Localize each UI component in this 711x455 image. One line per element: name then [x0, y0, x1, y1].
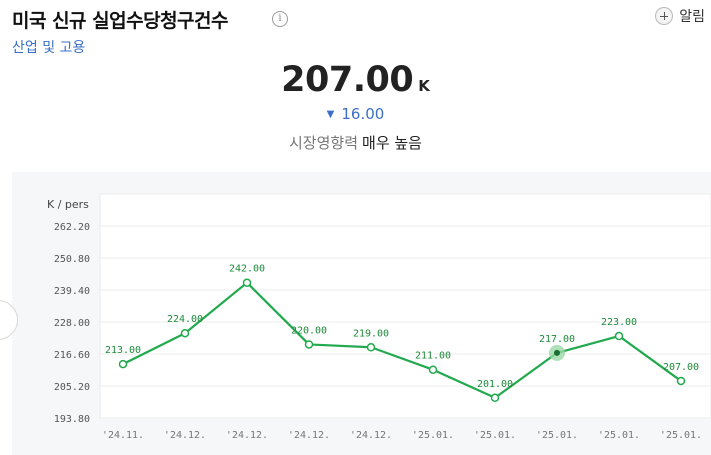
info-icon[interactable]: i	[272, 11, 288, 27]
x-tick-label: '24.11.	[102, 430, 144, 441]
data-point[interactable]	[490, 393, 500, 403]
x-tick-label: '24.12.	[164, 430, 206, 441]
plot-area	[99, 193, 711, 419]
y-tick-label: 193.80	[54, 414, 90, 425]
change-indicator: ▼ 16.00	[0, 105, 711, 123]
y-tick-label: 250.80	[54, 254, 90, 265]
chart-panel: K / pers 262.20 250.80 239.40 228.00 216.60 2…	[12, 172, 711, 455]
x-tick-label: '25.01.	[598, 430, 640, 441]
data-label: 224.00	[167, 314, 203, 325]
alert-button[interactable]: 알림	[655, 6, 705, 26]
data-point[interactable]	[180, 328, 190, 338]
data-label: 207.00	[663, 362, 699, 373]
category-link[interactable]: 산업 및 고용	[12, 40, 86, 56]
data-label: 220.00	[291, 325, 327, 336]
market-impact: 시장영향력 매우 높음	[0, 132, 711, 153]
data-label: 242.00	[229, 264, 265, 275]
line-chart[interactable]: K / pers 262.20 250.80 239.40 228.00 216.60 2…	[12, 172, 711, 455]
data-point[interactable]	[366, 343, 376, 352]
x-tick-label: '24.12.	[226, 430, 268, 441]
data-label: 211.00	[415, 351, 451, 362]
x-tick-label: '25.01.	[474, 430, 516, 441]
data-label: 217.00	[539, 334, 575, 345]
data-point[interactable]	[242, 278, 252, 287]
data-point[interactable]	[614, 331, 624, 341]
main-value: 207.00	[281, 60, 414, 100]
data-label: 213.00	[105, 345, 141, 356]
impact-label: 시장영향력	[289, 134, 359, 152]
data-label: 223.00	[601, 317, 637, 328]
plus-circle-icon	[655, 7, 674, 25]
current-value: 207.00 K	[0, 60, 711, 100]
change-value: 16.00	[341, 105, 385, 123]
x-tick-label: '24.12.	[350, 430, 392, 441]
data-point[interactable]	[118, 359, 128, 369]
data-label: 219.00	[353, 328, 389, 339]
y-tick-label: 262.20	[54, 222, 90, 233]
alert-label: 알림	[679, 9, 705, 25]
x-tick-label: '25.01.	[412, 430, 454, 441]
down-arrow-icon: ▼	[326, 109, 335, 120]
y-tick-label: 205.20	[54, 382, 90, 393]
data-point[interactable]	[554, 349, 560, 356]
main-unit: K	[418, 77, 430, 95]
data-label: 201.00	[477, 379, 513, 390]
data-point[interactable]	[676, 376, 686, 386]
x-tick-label: '24.12.	[288, 430, 330, 441]
impact-value: 매우 높음	[362, 134, 422, 152]
y-tick-label: 216.60	[54, 350, 90, 361]
page-title: 미국 신규 실업수당청구건수	[12, 10, 229, 32]
y-axis-label: K / pers	[47, 198, 89, 211]
y-tick-label: 228.00	[54, 318, 90, 329]
series-line	[122, 281, 682, 399]
x-tick-label: '25.01.	[660, 430, 702, 441]
data-point[interactable]	[304, 340, 314, 349]
data-point[interactable]	[428, 365, 438, 374]
x-tick-label: '25.01.	[536, 430, 578, 441]
y-tick-label: 239.40	[54, 286, 90, 297]
